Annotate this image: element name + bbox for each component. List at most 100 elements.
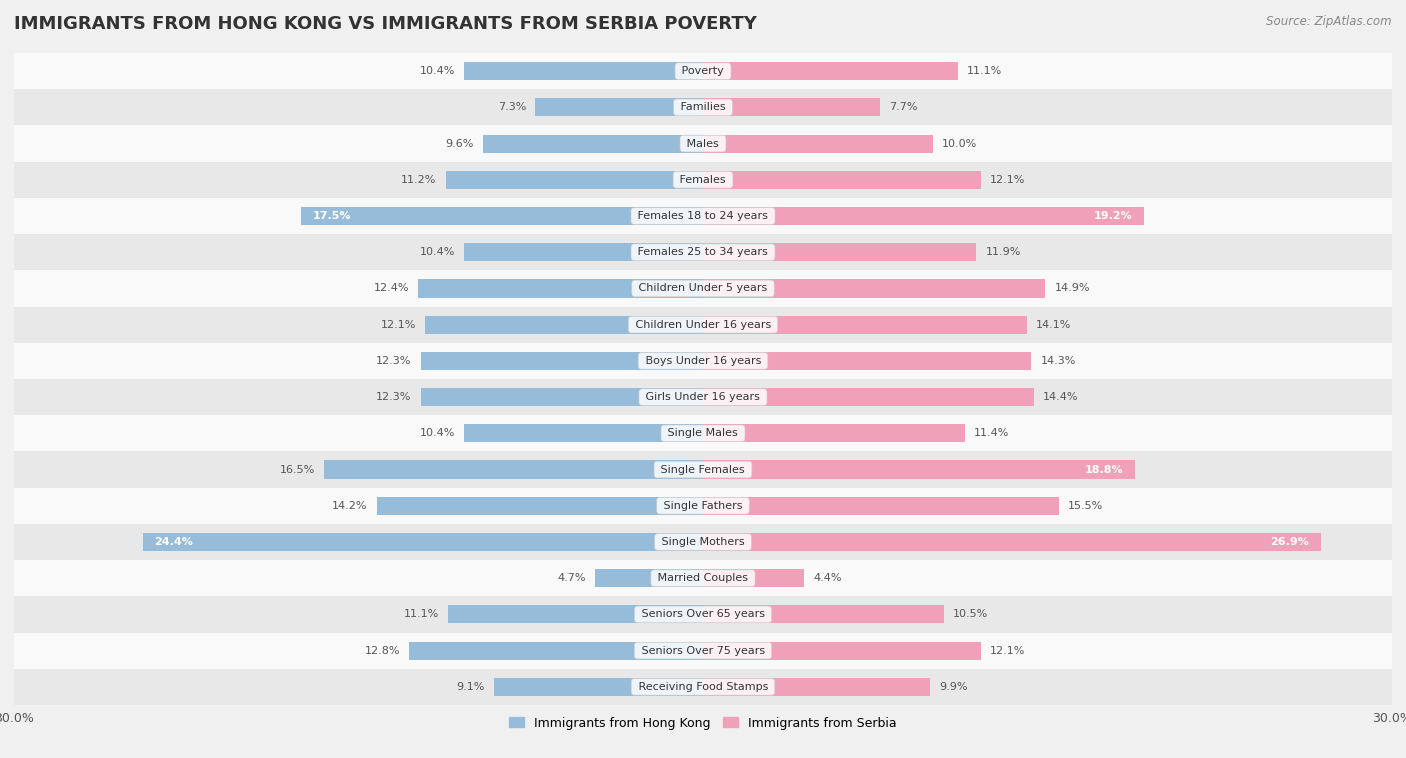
Text: Seniors Over 75 years: Seniors Over 75 years (638, 646, 768, 656)
Text: 9.1%: 9.1% (457, 682, 485, 692)
Bar (14, 379, 1392, 415)
Text: Receiving Food Stamps: Receiving Food Stamps (634, 682, 772, 692)
Bar (703, 460, 1135, 478)
Bar (446, 171, 703, 189)
Bar (14, 597, 1392, 632)
Bar (703, 171, 981, 189)
Text: Seniors Over 65 years: Seniors Over 65 years (638, 609, 768, 619)
Bar (420, 388, 703, 406)
Bar (14, 487, 1392, 524)
Bar (703, 678, 931, 696)
Text: 11.9%: 11.9% (986, 247, 1021, 257)
Text: 17.5%: 17.5% (312, 211, 352, 221)
Bar (703, 424, 965, 443)
Text: 10.4%: 10.4% (419, 66, 456, 76)
Text: 14.9%: 14.9% (1054, 283, 1090, 293)
Text: 7.3%: 7.3% (498, 102, 526, 112)
Bar (464, 424, 703, 443)
Text: 11.1%: 11.1% (404, 609, 439, 619)
Text: 9.6%: 9.6% (444, 139, 474, 149)
Text: 10.5%: 10.5% (953, 609, 988, 619)
Text: 11.2%: 11.2% (401, 175, 437, 185)
Bar (494, 678, 703, 696)
Text: Single Fathers: Single Fathers (659, 501, 747, 511)
Bar (703, 315, 1026, 334)
Legend: Immigrants from Hong Kong, Immigrants from Serbia: Immigrants from Hong Kong, Immigrants fr… (505, 712, 901, 735)
Text: 10.4%: 10.4% (419, 428, 456, 438)
Bar (301, 207, 703, 225)
Text: Females 18 to 24 years: Females 18 to 24 years (634, 211, 772, 221)
Text: 12.1%: 12.1% (990, 646, 1025, 656)
Bar (703, 606, 945, 623)
Bar (703, 496, 1059, 515)
Text: 14.2%: 14.2% (332, 501, 368, 511)
Bar (14, 198, 1392, 234)
Bar (464, 62, 703, 80)
Bar (14, 415, 1392, 452)
Bar (14, 126, 1392, 161)
Text: 14.4%: 14.4% (1043, 392, 1078, 402)
Text: Families: Families (676, 102, 730, 112)
Bar (14, 632, 1392, 669)
Bar (703, 243, 976, 262)
Text: 24.4%: 24.4% (155, 537, 193, 547)
Text: 12.3%: 12.3% (375, 356, 412, 366)
Text: 14.1%: 14.1% (1036, 320, 1071, 330)
Text: Children Under 16 years: Children Under 16 years (631, 320, 775, 330)
Text: 18.8%: 18.8% (1084, 465, 1123, 475)
Text: 10.4%: 10.4% (419, 247, 456, 257)
Bar (418, 280, 703, 297)
Text: Source: ZipAtlas.com: Source: ZipAtlas.com (1267, 15, 1392, 28)
Bar (142, 533, 703, 551)
Text: Single Mothers: Single Mothers (658, 537, 748, 547)
Text: 12.3%: 12.3% (375, 392, 412, 402)
Text: 12.4%: 12.4% (374, 283, 409, 293)
Text: Girls Under 16 years: Girls Under 16 years (643, 392, 763, 402)
Bar (14, 53, 1392, 89)
Text: 12.1%: 12.1% (990, 175, 1025, 185)
Text: Married Couples: Married Couples (654, 573, 752, 583)
Text: Boys Under 16 years: Boys Under 16 years (641, 356, 765, 366)
Bar (703, 569, 804, 587)
Text: 26.9%: 26.9% (1271, 537, 1309, 547)
Bar (703, 207, 1144, 225)
Text: Females 25 to 34 years: Females 25 to 34 years (634, 247, 772, 257)
Text: 9.9%: 9.9% (939, 682, 969, 692)
Bar (425, 315, 703, 334)
Bar (536, 99, 703, 117)
Bar (14, 271, 1392, 306)
Bar (703, 99, 880, 117)
Text: Children Under 5 years: Children Under 5 years (636, 283, 770, 293)
Bar (409, 641, 703, 659)
Text: 11.4%: 11.4% (974, 428, 1010, 438)
Bar (14, 306, 1392, 343)
Bar (703, 135, 932, 152)
Bar (14, 560, 1392, 597)
Bar (14, 669, 1392, 705)
Bar (14, 343, 1392, 379)
Text: 10.0%: 10.0% (942, 139, 977, 149)
Bar (703, 388, 1033, 406)
Text: 15.5%: 15.5% (1069, 501, 1104, 511)
Bar (595, 569, 703, 587)
Text: 14.3%: 14.3% (1040, 356, 1076, 366)
Bar (14, 89, 1392, 126)
Bar (420, 352, 703, 370)
Text: IMMIGRANTS FROM HONG KONG VS IMMIGRANTS FROM SERBIA POVERTY: IMMIGRANTS FROM HONG KONG VS IMMIGRANTS … (14, 15, 756, 33)
Bar (482, 135, 703, 152)
Bar (449, 606, 703, 623)
Bar (14, 234, 1392, 271)
Bar (14, 452, 1392, 487)
Text: Males: Males (683, 139, 723, 149)
Bar (377, 496, 703, 515)
Text: 19.2%: 19.2% (1094, 211, 1132, 221)
Bar (703, 62, 957, 80)
Bar (14, 524, 1392, 560)
Text: Single Females: Single Females (658, 465, 748, 475)
Text: 4.7%: 4.7% (557, 573, 586, 583)
Text: Single Males: Single Males (665, 428, 741, 438)
Bar (703, 641, 981, 659)
Text: 12.8%: 12.8% (364, 646, 399, 656)
Bar (464, 243, 703, 262)
Bar (703, 352, 1032, 370)
